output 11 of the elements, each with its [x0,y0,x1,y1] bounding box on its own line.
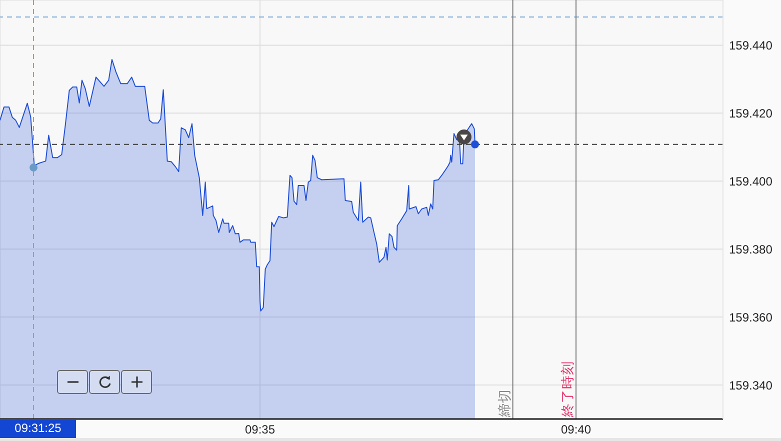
y-tick-label: 159.340 [729,378,773,392]
ref-line-label: 締切 [496,389,512,418]
x-tick-label: 09:40 [560,422,592,437]
y-tick-label: 159.440 [729,38,773,52]
y-tick-label: 159.380 [729,242,773,256]
text: 09:31:25 [0,419,76,438]
x-tick-label: 09:35 [244,422,276,437]
ref-line-label: 終了時刻 [560,361,576,418]
y-tick-label: 159.420 [729,106,773,120]
y-tick-label: 159.360 [729,310,773,324]
y-tick-label: 159.400 [729,174,773,188]
